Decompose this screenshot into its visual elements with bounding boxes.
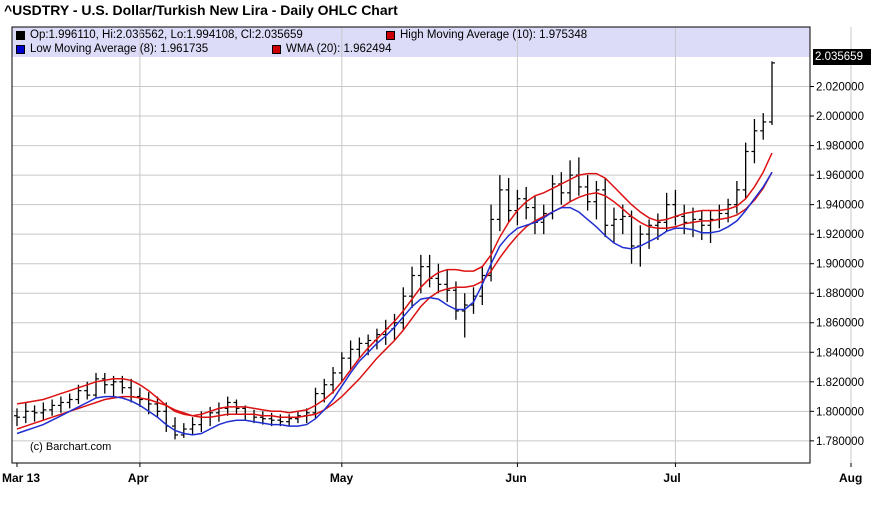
- ohlc-bar: [40, 402, 47, 421]
- x-tick-label: Aug: [839, 471, 862, 485]
- ohlc-bar: [558, 172, 565, 205]
- ohlc-bar: [540, 204, 547, 235]
- y-tick-label: 1.800000: [816, 406, 864, 418]
- ohlc-bar: [154, 396, 161, 418]
- legend-wma: WMA (20): 1.962494: [272, 43, 391, 55]
- y-tick-label: 1.880000: [816, 288, 864, 300]
- y-tick-label: 1.820000: [816, 377, 864, 389]
- y-tick-label: 1.780000: [816, 436, 864, 448]
- ohlc-bar: [93, 372, 100, 399]
- ohlc-bar: [707, 210, 714, 244]
- ohlc-bar: [330, 367, 337, 394]
- legend-high-ma-label: High Moving Average (10): 1.975348: [400, 29, 588, 41]
- ohlc-bar: [733, 181, 740, 214]
- legend-low-ma: Low Moving Average (8): 1.961735: [16, 43, 208, 55]
- ohlc-bar: [496, 175, 503, 232]
- y-tick-label: 1.920000: [816, 229, 864, 241]
- grid: [12, 27, 852, 463]
- x-tick-label: Mar 13: [2, 471, 40, 485]
- ohlc-bar: [128, 378, 135, 403]
- legend-high-ma: High Moving Average (10): 1.975348: [386, 29, 587, 41]
- ohlc-bar: [488, 204, 495, 282]
- y-tick-label: 1.980000: [816, 141, 864, 153]
- legend-ohlc-swatch: [16, 30, 25, 40]
- ohlc-bar: [356, 337, 363, 359]
- ohlc-bar: [435, 263, 442, 294]
- ohlc-bar: [101, 372, 108, 394]
- ohlc-bar: [172, 417, 179, 440]
- ohlc-bar: [760, 113, 767, 140]
- series-line-low-moving-average-8: [16, 171, 773, 436]
- ohlc-bar: [584, 175, 591, 211]
- legend-wma-swatch: [272, 44, 281, 54]
- y-tick-label: 2.020000: [816, 82, 864, 94]
- ohlc-bar: [505, 178, 512, 223]
- y-tick-label: 1.840000: [816, 347, 864, 359]
- ohlc-bar: [189, 417, 196, 435]
- ohlc-bar: [742, 142, 749, 199]
- ohlc-bar: [461, 293, 468, 338]
- legend-low-ma-swatch: [16, 44, 25, 54]
- ohlc-bar: [49, 399, 56, 416]
- y-tick-label: 1.900000: [816, 259, 864, 271]
- plot-border: [11, 26, 811, 464]
- ohlc-bar: [602, 178, 609, 238]
- ohlc-bar: [698, 210, 705, 241]
- ohlc-bar: [286, 414, 293, 427]
- ohlc-bar: [444, 269, 451, 303]
- ohlc-bar: [321, 378, 328, 403]
- ohlc-bar: [716, 204, 723, 229]
- ohlc-bars: [14, 61, 775, 440]
- ohlc-bar: [22, 402, 29, 424]
- ohlc-bar: [646, 219, 653, 249]
- x-tick-label: Apr: [128, 471, 149, 485]
- ohlc-bar: [610, 207, 617, 244]
- x-tick-label: Jul: [663, 471, 680, 485]
- ohlc-bar: [567, 160, 574, 202]
- legend-high-ma-swatch: [386, 30, 395, 40]
- legend-ohlc-label: Op:1.996110, Hi:2.036562, Lo:1.994108, C…: [30, 29, 303, 41]
- ohlc-bar: [180, 423, 187, 438]
- legend-ohlc: Op:1.996110, Hi:2.036562, Lo:1.994108, C…: [16, 29, 303, 41]
- x-tick-label: May: [330, 471, 354, 485]
- ohlc-bar: [593, 181, 600, 220]
- y-tick-label: 1.860000: [816, 318, 864, 330]
- chart-title: ^USDTRY - U.S. Dollar/Turkish New Lira -…: [4, 2, 398, 18]
- ohlc-bar: [523, 186, 530, 220]
- x-axis-ticks: Mar 13 Apr May Jun Jul Aug: [2, 463, 862, 485]
- y-axis-ticks: 1.780000 1.800000 1.820000 1.840000 1.860000…: [810, 82, 864, 448]
- ohlc-bar: [426, 254, 433, 288]
- ohlc-bar: [531, 195, 538, 235]
- ohlc-bar: [14, 408, 20, 427]
- ohlc-bar: [672, 189, 679, 226]
- ohlc-bar: [347, 340, 354, 370]
- ohlc-bar: [338, 352, 345, 382]
- barchart-credit: (c) Barchart.com: [30, 441, 112, 453]
- y-tick-label: 2.000000: [816, 111, 864, 123]
- ohlc-bar: [409, 266, 416, 308]
- ohlc-bar: [215, 402, 222, 422]
- legend-low-ma-label: Low Moving Average (8): 1.961735: [30, 43, 209, 55]
- ohlc-bar: [400, 287, 407, 331]
- series-line-wma-20: [16, 171, 773, 430]
- last-price-marker: 2.035659: [813, 49, 871, 65]
- ohlc-bar: [654, 213, 661, 241]
- ohlc-bar: [57, 396, 64, 413]
- legend-wma-label: WMA (20): 1.962494: [286, 43, 392, 55]
- series-lines: [16, 152, 773, 436]
- series-line-high-moving-average-10: [16, 152, 773, 417]
- x-tick-label: Jun: [505, 471, 526, 485]
- ohlc-bar: [31, 405, 38, 422]
- ohlc-bar: [663, 192, 670, 232]
- ohlc-bar: [751, 119, 758, 164]
- ohlc-bar: [66, 393, 73, 409]
- ohlc-bar: [769, 61, 775, 125]
- ohlc-bar: [681, 204, 688, 235]
- y-tick-label: 1.960000: [816, 170, 864, 182]
- y-tick-label: 1.940000: [816, 200, 864, 212]
- chart-legend: Op:1.996110, Hi:2.036562, Lo:1.994108, C…: [12, 27, 810, 57]
